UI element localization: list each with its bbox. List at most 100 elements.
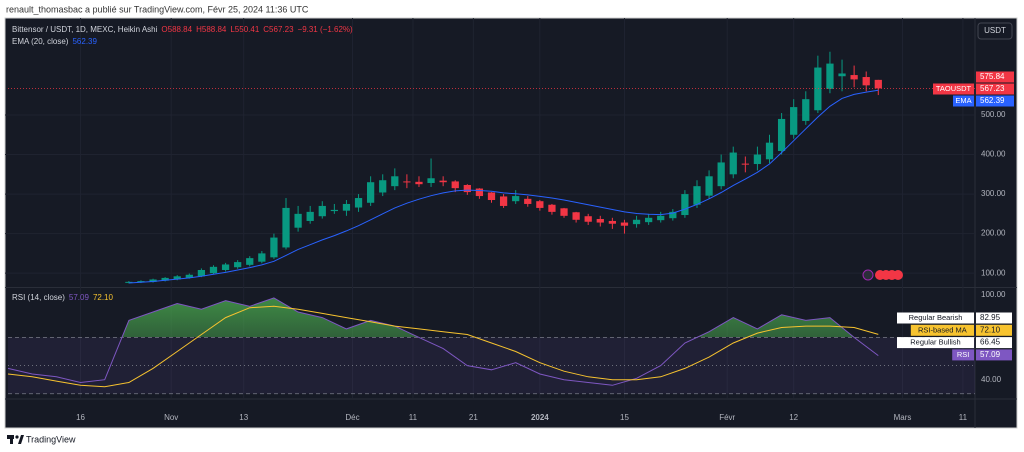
rsi-tag-value xyxy=(976,324,1012,336)
candle-body xyxy=(318,205,326,217)
candle-body xyxy=(632,219,641,225)
candle-body xyxy=(572,212,580,220)
legend-text: EMA (20, close) xyxy=(12,37,69,46)
candle-body xyxy=(499,196,508,206)
logo-part xyxy=(18,435,24,444)
candle-body xyxy=(802,99,810,121)
x-tick-label: 21 xyxy=(469,413,478,422)
rsi-tag-value-label: 57.09 xyxy=(980,350,1001,359)
candle-body xyxy=(354,198,363,208)
byline: renault_thomasbac a publié sur TradingVi… xyxy=(6,4,309,14)
rsi-tag-name xyxy=(952,349,974,361)
price-tag-name-label: TAOUSDT xyxy=(936,84,972,93)
legend-text: 57.09 xyxy=(69,293,90,302)
y-tick-label: 100.00 xyxy=(981,268,1006,277)
legend-text: RSI (14, close) xyxy=(12,293,65,302)
price-tag-name xyxy=(933,83,974,95)
y-tick-label: 100.00 xyxy=(981,290,1006,299)
candle-body xyxy=(342,203,351,211)
candle-body xyxy=(270,237,278,258)
legend-text: C567.23 xyxy=(263,25,294,34)
rsi-tag-value xyxy=(976,349,1012,361)
rsi-tag-name-label: RSI xyxy=(957,350,970,359)
logo-part xyxy=(10,435,13,444)
candle-body xyxy=(645,217,653,223)
chart-frame xyxy=(4,17,1018,429)
rsi-tag-name-label: Regular Bullish xyxy=(910,338,960,347)
x-tick-label: Déc xyxy=(345,413,359,422)
rsi-tag-name-label: Regular Bearish xyxy=(909,313,963,322)
rsi-tag-value xyxy=(976,312,1012,324)
candle-body xyxy=(512,196,520,202)
x-tick-label: Mars xyxy=(894,413,912,422)
y-tick-label: 200.00 xyxy=(981,229,1006,238)
candle-body xyxy=(669,211,677,219)
candle-body xyxy=(620,222,629,226)
logo-part xyxy=(15,435,19,439)
candle-body xyxy=(826,63,834,89)
candle-body xyxy=(814,67,822,111)
candle-body xyxy=(717,162,725,187)
x-tick-label: 16 xyxy=(76,413,85,422)
candle-body xyxy=(221,264,230,270)
rsi-tag-value xyxy=(976,337,1012,349)
rsi-overbought-fill xyxy=(122,297,854,337)
y-tick-label: 40.00 xyxy=(981,375,1002,384)
y-tick-label: 300.00 xyxy=(981,189,1006,198)
candle-body xyxy=(608,220,617,224)
candle-body xyxy=(548,204,556,212)
candle-body xyxy=(282,207,290,248)
candle-body xyxy=(777,118,786,151)
x-tick-label: 11 xyxy=(409,413,418,422)
candle-body xyxy=(765,142,774,160)
rsi-tag-name-label: RSI-based MA xyxy=(918,325,967,334)
x-tick-label: 2024 xyxy=(531,413,549,422)
plot-layer: 16 Nov 13 Déc 11 21 2024 15 Févr 12 Mars 11 100.00 20… xyxy=(7,25,1014,422)
currency-label[interactable]: USDT xyxy=(984,26,1006,35)
legend-text: L550.41 xyxy=(230,25,259,34)
price-tag xyxy=(976,95,1014,107)
rsi-tag-name xyxy=(897,312,974,324)
rsi-tag-value-label: 82.95 xyxy=(980,313,1001,322)
candle-body xyxy=(681,194,689,216)
candles xyxy=(125,51,882,284)
x-tick-label: 11 xyxy=(959,413,968,422)
legend-text: H588.84 xyxy=(196,25,227,34)
rsi-line xyxy=(7,305,879,388)
candle-body xyxy=(487,192,496,201)
rsi-band xyxy=(8,337,975,394)
candle-body xyxy=(874,79,882,89)
candle-body xyxy=(209,266,218,274)
footer-brand: TradingView xyxy=(26,434,76,444)
ema-line xyxy=(128,89,879,284)
candle-body xyxy=(596,218,604,223)
rsi-tag-name xyxy=(910,324,974,336)
candle-body xyxy=(403,181,411,183)
price-tag-name-label: EMA xyxy=(955,96,971,105)
legend-text: Bittensor / USDT, 1D, MEXC, Heikin Ashi xyxy=(12,25,158,34)
candle-body xyxy=(790,107,798,135)
legend-text: 562.39 xyxy=(72,37,97,46)
candle-body xyxy=(185,274,193,278)
candle-body xyxy=(693,186,701,205)
price-tag xyxy=(976,83,1014,95)
y-tick-label: 400.00 xyxy=(981,150,1006,159)
rsi-tag-value-label: 66.45 xyxy=(980,338,1001,347)
icon xyxy=(862,269,874,281)
candle-body xyxy=(125,281,133,283)
candle-body xyxy=(366,182,375,203)
currency-button[interactable] xyxy=(977,22,1013,40)
candle-body xyxy=(862,77,870,86)
legend-text: O588.84 xyxy=(161,25,192,34)
x-tick-label: 12 xyxy=(789,413,798,422)
candle-body xyxy=(475,188,484,197)
candle-body xyxy=(451,181,459,189)
candle-body xyxy=(246,258,254,265)
y-tick-label: 500.00 xyxy=(981,110,1006,119)
rsi-tag-value-label: 72.10 xyxy=(980,325,1001,334)
legend-text: 72.10 xyxy=(93,293,114,302)
candle-body xyxy=(729,152,737,175)
x-tick-label: Nov xyxy=(164,413,178,422)
